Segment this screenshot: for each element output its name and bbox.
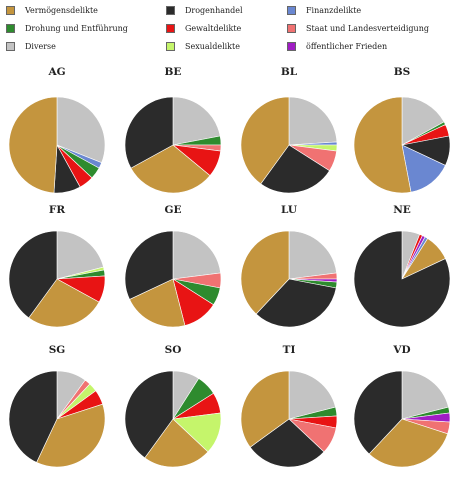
pie-slice (368, 418, 449, 468)
legend-label: Drogenhandel (185, 6, 243, 15)
legend-swatch (6, 24, 15, 33)
pie-slice (124, 230, 174, 300)
pie-slice (255, 278, 337, 328)
chart-title: SG (48, 344, 66, 356)
pie-slice (28, 278, 100, 328)
pie-chart (124, 230, 222, 328)
legend-item: Drogenhandel (166, 6, 243, 15)
pie-slice (129, 278, 186, 328)
pie-slice (124, 96, 174, 169)
pie-chart (353, 370, 451, 468)
pie-chart (8, 96, 106, 194)
chart-title: BE (164, 66, 182, 78)
pie-slice (8, 230, 58, 319)
pie-slice (8, 370, 58, 463)
pie-slice (240, 230, 290, 315)
pie-chart (8, 370, 106, 468)
chart-title: FR (48, 204, 66, 216)
legend-item: Drohung und Entführung (6, 24, 128, 33)
pie-slice (353, 230, 451, 328)
chart-title: VD (393, 344, 411, 356)
pie-slice (124, 370, 174, 459)
pie-chart (124, 370, 222, 468)
pie-slice (288, 96, 338, 146)
pie-chart (353, 96, 451, 194)
pie-slice (130, 144, 211, 194)
chart-title: TI (282, 344, 296, 356)
pie-slice (240, 370, 290, 448)
pie-slice (8, 96, 58, 194)
legend-swatch (166, 6, 175, 15)
chart-title: BL (280, 66, 298, 78)
pie-chart (124, 96, 222, 194)
legend-item: Gewaltdelikte (166, 24, 241, 33)
chart-title: AG (48, 66, 66, 78)
pie-slice (249, 418, 325, 468)
chart-title: BS (393, 66, 411, 78)
pie-slice (401, 96, 445, 146)
pie-chart (240, 370, 338, 468)
pie-chart (240, 96, 338, 194)
legend-label: Sexualdelikte (185, 42, 240, 51)
legend-item: öffentlicher Frieden (287, 42, 387, 51)
legend-label: Finanzdelikte (306, 6, 362, 15)
pie-chart (353, 230, 451, 328)
legend-item: Sexualdelikte (166, 42, 240, 51)
legend-label: Staat und Landesverteidigung (306, 24, 429, 33)
pie-slice (353, 370, 403, 455)
legend-label: Drohung und Entführung (25, 24, 128, 33)
chart-title: NE (393, 204, 411, 216)
chart-title: LU (281, 204, 297, 216)
pie-slice (172, 96, 221, 146)
legend: Vermögensdelikte Drogenhandel Finanzdelikt… (0, 0, 458, 60)
legend-swatch (166, 42, 175, 51)
legend-swatch (166, 24, 175, 33)
pie-slice (240, 96, 290, 185)
pie-slice (56, 96, 106, 164)
legend-label: öffentlicher Frieden (306, 42, 388, 51)
pie-slice (56, 230, 104, 280)
legend-item: Vermögensdelikte (6, 6, 98, 15)
legend-label: Gewaltdelikte (185, 24, 242, 33)
pie-slice (288, 370, 336, 420)
pie-slice (144, 418, 209, 468)
chart-title: GE (164, 204, 182, 216)
chart-title: SO (164, 344, 182, 356)
legend-label: Vermögensdelikte (25, 6, 98, 15)
legend-swatch (6, 6, 15, 15)
legend-swatch (287, 6, 296, 15)
legend-swatch (287, 24, 296, 33)
legend-item: Staat und Landesverteidigung (287, 24, 429, 33)
legend-swatch (287, 42, 296, 51)
pie-chart (240, 230, 338, 328)
legend-swatch (6, 42, 15, 51)
pie-slice (401, 370, 449, 420)
pie-slice (288, 230, 337, 280)
pie-slice (353, 96, 412, 194)
legend-item: Diverse (6, 42, 56, 51)
legend-item: Finanzdelikte (287, 6, 361, 15)
pie-slice (260, 144, 330, 194)
pie-slice (36, 403, 106, 468)
pie-chart (8, 230, 106, 328)
legend-label: Diverse (25, 42, 56, 51)
pie-slice (172, 230, 221, 280)
